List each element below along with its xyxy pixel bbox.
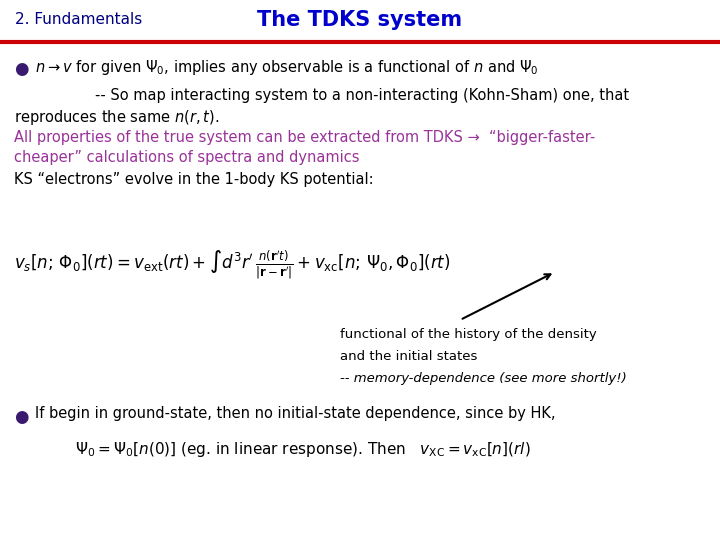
Text: $\Psi_0 = \Psi_0[n(0)]$ (eg. in linear response). Then   $v_{\rm XC} = v_{\rm xC: $\Psi_0 = \Psi_0[n(0)]$ (eg. in linear r… (75, 440, 531, 459)
Text: $v_s[n;\,\Phi_0](rt) = v_{\rm ext}(rt) + \int d^3r^{\prime}\,\frac{n({\bf r}^{\p: $v_s[n;\,\Phi_0](rt) = v_{\rm ext}(rt) +… (14, 248, 451, 281)
Text: 2. Fundamentals: 2. Fundamentals (15, 12, 143, 27)
Text: If begin in ground-state, then no initial-state dependence, since by HK,: If begin in ground-state, then no initia… (35, 406, 556, 421)
Text: functional of the history of the density: functional of the history of the density (340, 328, 597, 341)
Text: All properties of the true system can be extracted from TDKS →  “bigger-faster-: All properties of the true system can be… (14, 130, 595, 145)
Text: -- memory-dependence (see more shortly!): -- memory-dependence (see more shortly!) (340, 372, 626, 385)
Text: ●: ● (14, 408, 29, 426)
Text: reproduces the same $n(r,t)$.: reproduces the same $n(r,t)$. (14, 108, 220, 127)
Text: ●: ● (14, 60, 29, 78)
Text: cheaper” calculations of spectra and dynamics: cheaper” calculations of spectra and dyn… (14, 150, 359, 165)
Text: -- So map interacting system to a non-interacting (Kohn-Sham) one, that: -- So map interacting system to a non-in… (95, 88, 629, 103)
Text: $n \rightarrow v$ for given $\Psi_0$, implies any observable is a functional of : $n \rightarrow v$ for given $\Psi_0$, im… (35, 58, 539, 77)
Text: and the initial states: and the initial states (340, 350, 477, 363)
Text: The TDKS system: The TDKS system (258, 10, 462, 30)
Text: KS “electrons” evolve in the 1-body KS potential:: KS “electrons” evolve in the 1-body KS p… (14, 172, 374, 187)
